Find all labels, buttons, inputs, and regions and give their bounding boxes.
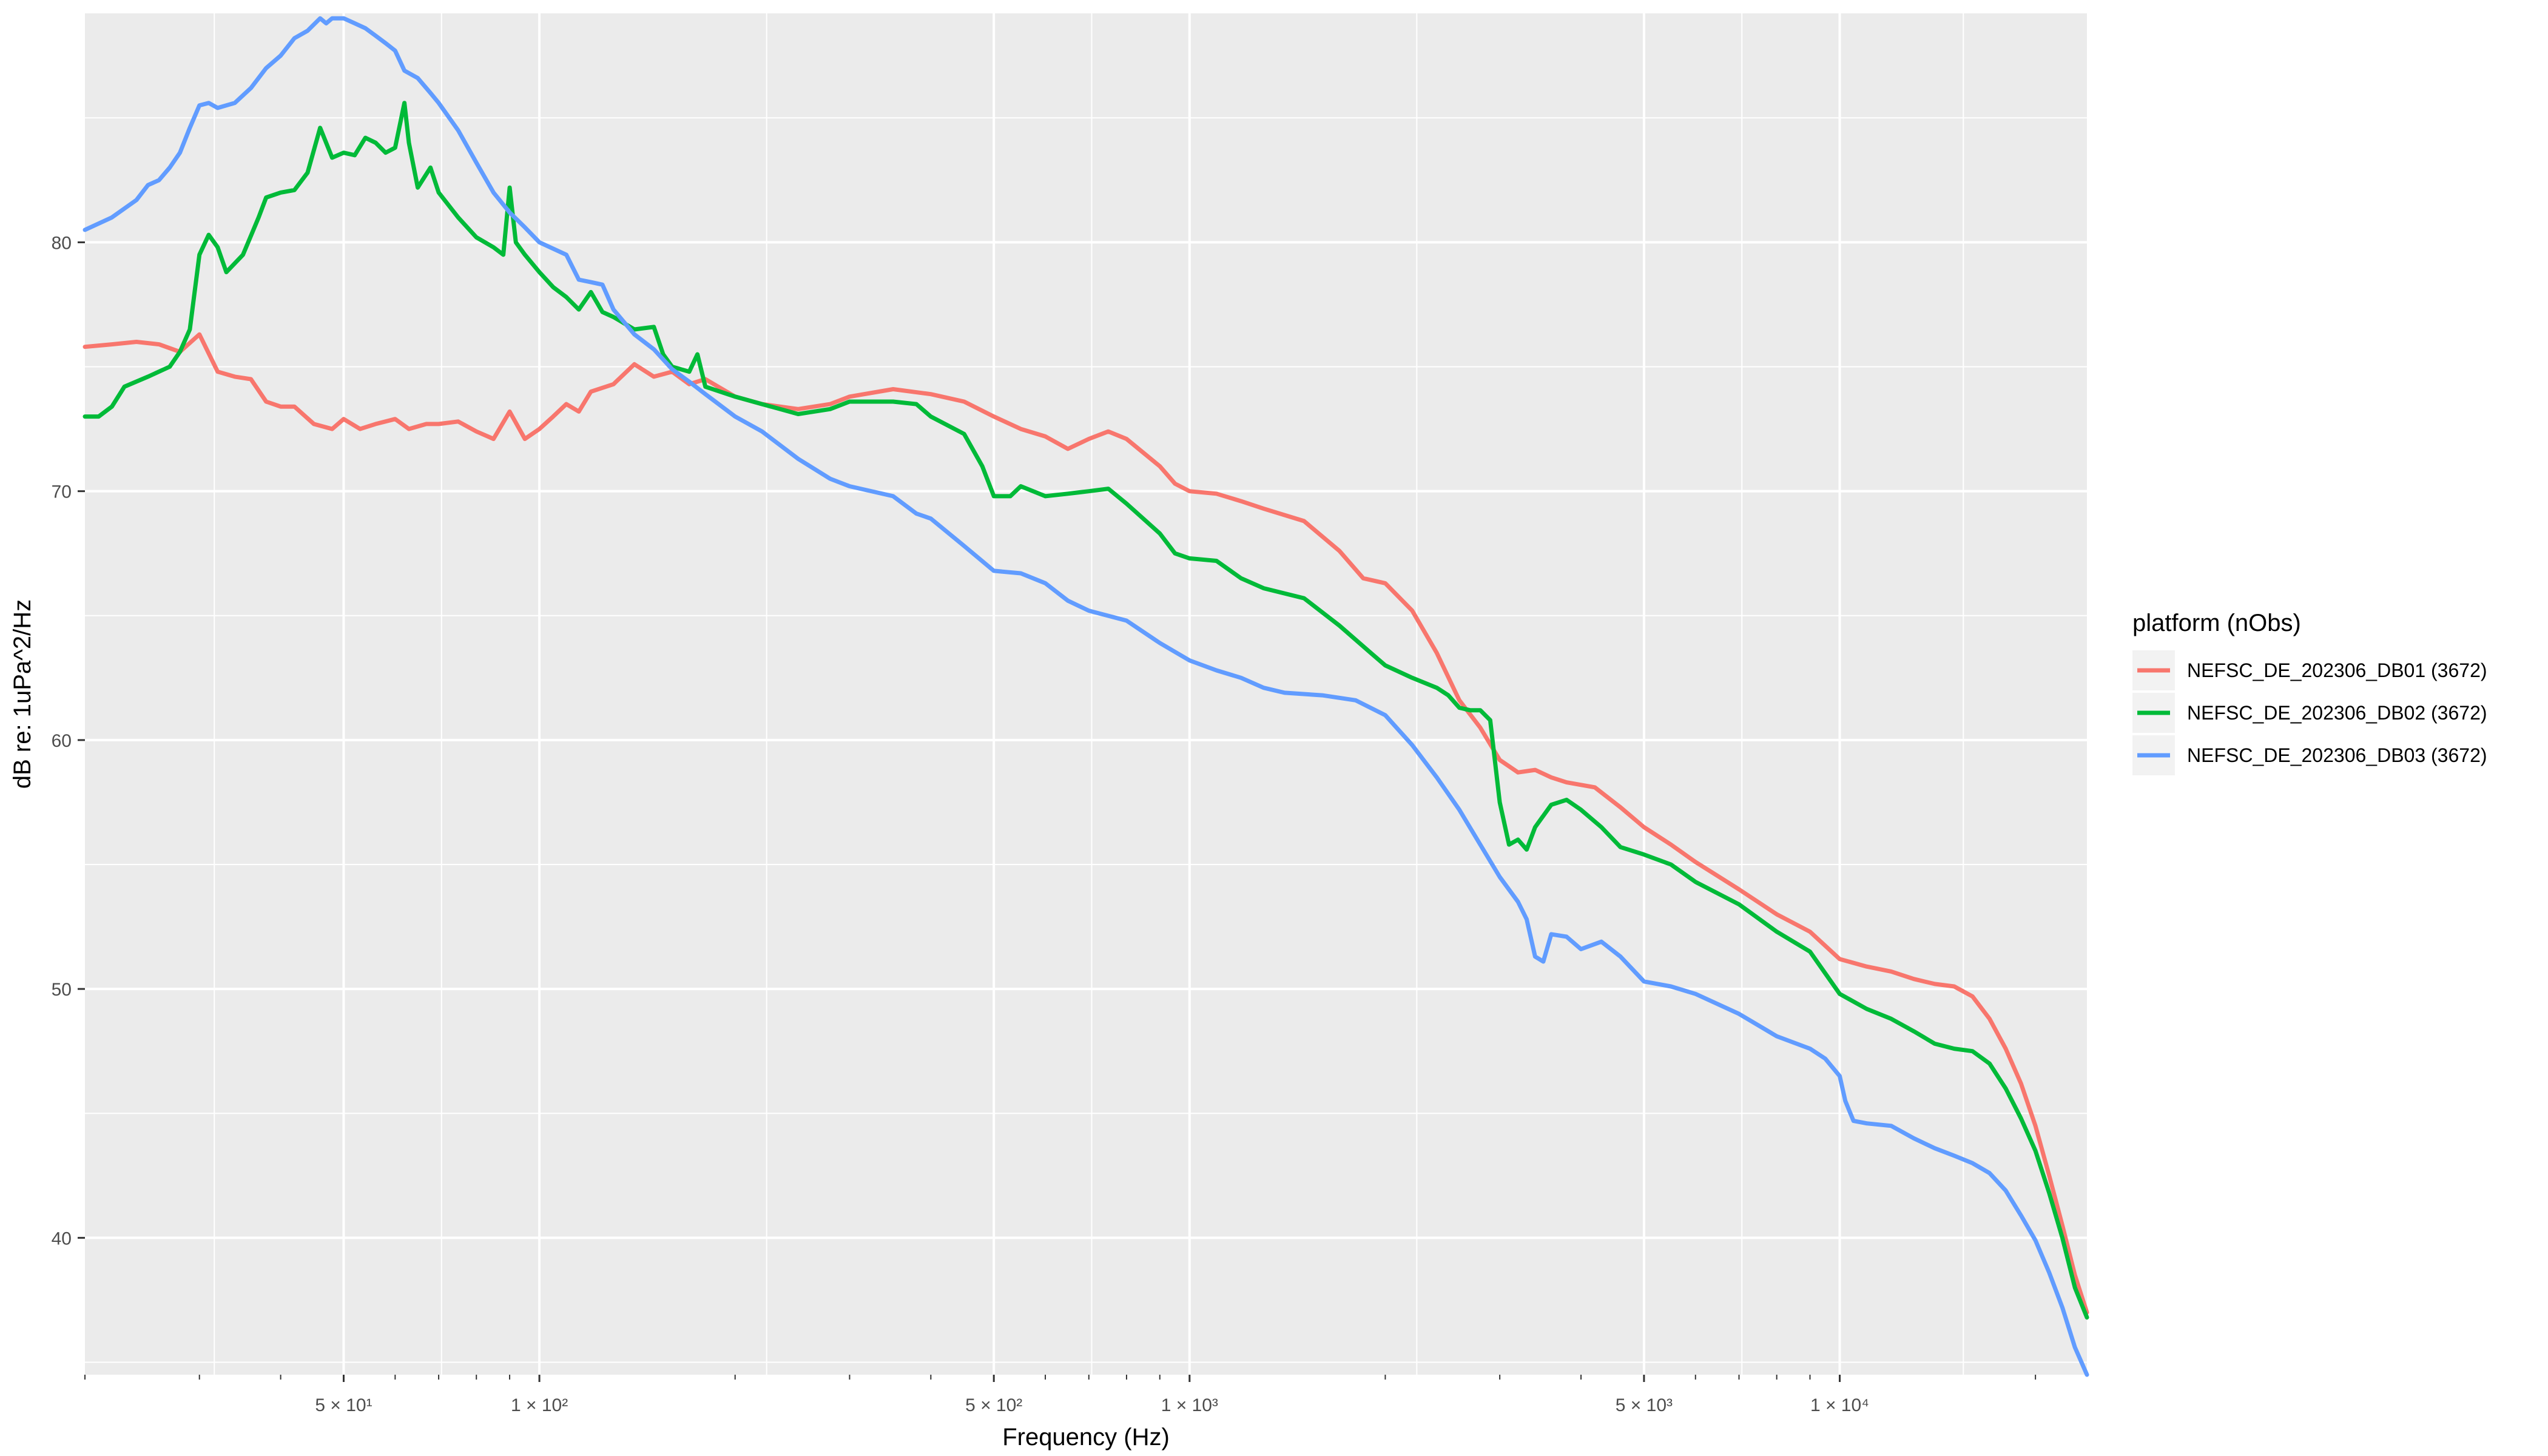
legend-label-3: NEFSC_DE_202306_DB03 (3672) — [2187, 744, 2487, 766]
x-tick-label: 5 × 10² — [965, 1395, 1022, 1415]
x-tick-label: 1 × 10² — [511, 1395, 568, 1415]
series-line-3 — [83, 16, 2089, 1377]
series-line-2 — [83, 101, 2089, 1320]
series-lines — [83, 16, 2089, 1377]
legend: platform (nObs) NEFSC_DE_202306_DB01 (36… — [2132, 610, 2487, 775]
y-axis-ticks — [78, 241, 85, 1239]
x-axis-tick-labels: 5 × 10¹ 1 × 10² 5 × 10² 1 × 10³ 5 × 10³ 1 × 1… — [315, 1395, 1869, 1415]
y-tick-label: 40 — [52, 1228, 72, 1249]
legend-label-2: NEFSC_DE_202306_DB02 (3672) — [2187, 702, 2487, 724]
minor-gridlines — [85, 13, 2087, 1375]
legend-items: NEFSC_DE_202306_DB01 (3672) NEFSC_DE_2023… — [2132, 650, 2487, 775]
y-tick-label: 80 — [52, 233, 72, 253]
legend-title: platform (nObs) — [2132, 610, 2301, 636]
x-tick-label: 5 × 10³ — [1616, 1395, 1673, 1415]
x-tick-label: 1 × 10⁴ — [1810, 1395, 1869, 1415]
y-tick-label: 60 — [52, 731, 72, 751]
x-axis-title: Frequency (Hz) — [1002, 1424, 1170, 1451]
y-axis-tick-labels: 40 50 60 70 80 — [52, 233, 72, 1249]
legend-label-1: NEFSC_DE_202306_DB01 (3672) — [2187, 659, 2487, 681]
panel-background — [85, 13, 2087, 1375]
x-axis-ticks — [84, 1375, 2037, 1382]
series-line-1 — [83, 332, 2089, 1315]
y-tick-label: 50 — [52, 980, 72, 1000]
y-tick-label: 70 — [52, 482, 72, 502]
y-axis-title: dB re: 1uPa^2/Hz — [9, 599, 36, 789]
x-tick-label: 1 × 10³ — [1161, 1395, 1218, 1415]
major-gridlines — [85, 13, 2087, 1375]
x-tick-label: 5 × 10¹ — [315, 1395, 372, 1415]
